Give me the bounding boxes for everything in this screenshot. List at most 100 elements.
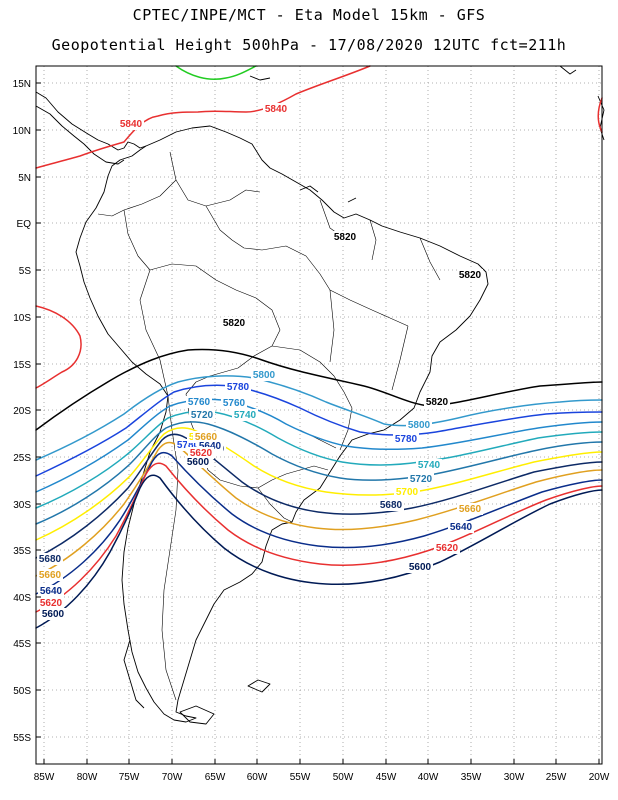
axis-ticks: 85W 80W 75W 70W 65W 60W 55W 50W 45W 40W 35W 30W 25W 2… bbox=[13, 79, 610, 783]
coastlines bbox=[35, 65, 605, 725]
contour-label-bg bbox=[189, 409, 215, 421]
contour-label: 5600 bbox=[42, 609, 65, 620]
contour-label-bg bbox=[232, 409, 258, 421]
contour-5800 bbox=[35, 375, 603, 461]
contour-5840-east bbox=[597, 97, 603, 133]
contour-label: 5760 bbox=[223, 398, 246, 409]
contour-label-bg bbox=[416, 459, 442, 471]
lat-tick-label: 10N bbox=[13, 126, 31, 137]
lat-tick-label: 25S bbox=[13, 453, 31, 464]
lat-tick-label: 30S bbox=[13, 500, 31, 511]
contour-5620 bbox=[35, 462, 603, 613]
contour-5760 bbox=[35, 398, 603, 493]
lon-tick-label: 55W bbox=[290, 772, 311, 783]
contour-label-bg bbox=[393, 433, 419, 445]
contour-label-bg bbox=[378, 499, 404, 511]
height-contours bbox=[35, 65, 603, 629]
contour-labels: 5840584058205820582058205800580057805780… bbox=[37, 103, 483, 620]
contour-label-bg bbox=[38, 597, 64, 609]
lon-tick-label: 35W bbox=[461, 772, 482, 783]
contour-label-bg bbox=[394, 486, 420, 498]
country-borders bbox=[97, 151, 441, 701]
contour-label-bg bbox=[457, 503, 483, 515]
contour-label: 5660 bbox=[459, 504, 482, 515]
contour-5740 bbox=[35, 410, 603, 509]
contour-label: 5820 bbox=[334, 232, 357, 243]
lat-tick-label: 45S bbox=[13, 639, 31, 650]
lon-tick-label: 80W bbox=[77, 772, 98, 783]
contour-label: 5680 bbox=[380, 500, 403, 511]
lat-tick-label: 15S bbox=[13, 360, 31, 371]
contour-label: 5820 bbox=[459, 270, 482, 281]
contour-label-bg bbox=[406, 419, 432, 431]
contour-label: 5840 bbox=[265, 104, 288, 115]
lon-tick-label: 45W bbox=[376, 772, 397, 783]
contour-label: 5760 bbox=[188, 397, 211, 408]
lon-tick-label: 65W bbox=[205, 772, 226, 783]
lat-tick-label: 40S bbox=[13, 593, 31, 604]
contour-label-bg bbox=[40, 608, 66, 620]
contour-label: 5800 bbox=[253, 370, 276, 381]
contour-label: 5700 bbox=[396, 487, 419, 498]
lat-tick-label: 5N bbox=[18, 173, 31, 184]
contour-label-bg bbox=[221, 397, 247, 409]
contour-label: 5720 bbox=[410, 474, 433, 485]
contour-label-bg bbox=[434, 542, 460, 554]
lon-tick-label: 40W bbox=[418, 772, 439, 783]
contour-label: 5820 bbox=[223, 318, 246, 329]
contour-label-bg bbox=[38, 585, 64, 597]
lon-tick-label: 20W bbox=[589, 772, 610, 783]
contour-5700 bbox=[35, 427, 603, 541]
contour-label: 5620 bbox=[40, 598, 63, 609]
lat-lon-grid bbox=[36, 66, 602, 764]
contour-label: 5680 bbox=[39, 554, 62, 565]
lon-tick-label: 60W bbox=[247, 772, 268, 783]
contour-label: 5660 bbox=[195, 432, 218, 443]
lon-tick-label: 50W bbox=[333, 772, 354, 783]
map-frame bbox=[35, 65, 603, 765]
chart-title-line1: CPTEC/INPE/MCT - Eta Model 15km - GFS bbox=[132, 6, 486, 24]
contour-label-bg bbox=[407, 561, 433, 573]
contour-5820 bbox=[35, 348, 603, 431]
contour-label: 5720 bbox=[191, 410, 214, 421]
contour-label-bg bbox=[448, 521, 474, 533]
contour-5640 bbox=[35, 451, 603, 595]
contour-5720 bbox=[35, 421, 603, 525]
contour-label-bg bbox=[457, 269, 483, 281]
contour-5840-west bbox=[35, 305, 82, 389]
contour-5600 bbox=[35, 474, 603, 629]
contour-label-bg bbox=[408, 473, 434, 485]
contour-label: 5640 bbox=[450, 522, 473, 533]
contour-label-bg bbox=[118, 118, 144, 130]
lat-tick-label: 20S bbox=[13, 406, 31, 417]
lat-tick-label: 5S bbox=[19, 266, 32, 277]
contour-label: 5660 bbox=[39, 570, 62, 581]
contour-label: 5640 bbox=[40, 586, 63, 597]
contour-label: 5740 bbox=[418, 460, 441, 471]
contour-label-bg bbox=[332, 231, 358, 243]
contour-label: 5780 bbox=[227, 382, 250, 393]
contour-label: 5620 bbox=[436, 543, 459, 554]
lon-tick-label: 25W bbox=[546, 772, 567, 783]
lat-tick-label: 35S bbox=[13, 546, 31, 557]
contour-label-bg bbox=[185, 456, 211, 468]
lat-tick-label: 50S bbox=[13, 686, 31, 697]
contour-5780 bbox=[35, 384, 603, 477]
contour-label-bg bbox=[186, 396, 212, 408]
contour-label-bg bbox=[225, 381, 251, 393]
contour-label-bg bbox=[424, 396, 450, 408]
contour-label: 5780 bbox=[177, 440, 200, 451]
chart-title-line2: Geopotential Height 500hPa - 17/08/2020 … bbox=[51, 36, 567, 54]
contour-label: 5740 bbox=[234, 410, 257, 421]
lat-tick-label: 10S bbox=[13, 313, 31, 324]
lon-tick-label: 75W bbox=[119, 772, 140, 783]
contour-5680 bbox=[35, 433, 603, 559]
contour-label: 5780 bbox=[395, 434, 418, 445]
contour-label: 5820 bbox=[426, 397, 449, 408]
contour-label: 5840 bbox=[120, 119, 143, 130]
contour-label: 5640 bbox=[199, 441, 222, 452]
contour-label-bg bbox=[37, 553, 63, 565]
contour-label: 5620 bbox=[190, 448, 213, 459]
contour-label-bg bbox=[37, 569, 63, 581]
lat-tick-label: 15N bbox=[13, 79, 31, 90]
